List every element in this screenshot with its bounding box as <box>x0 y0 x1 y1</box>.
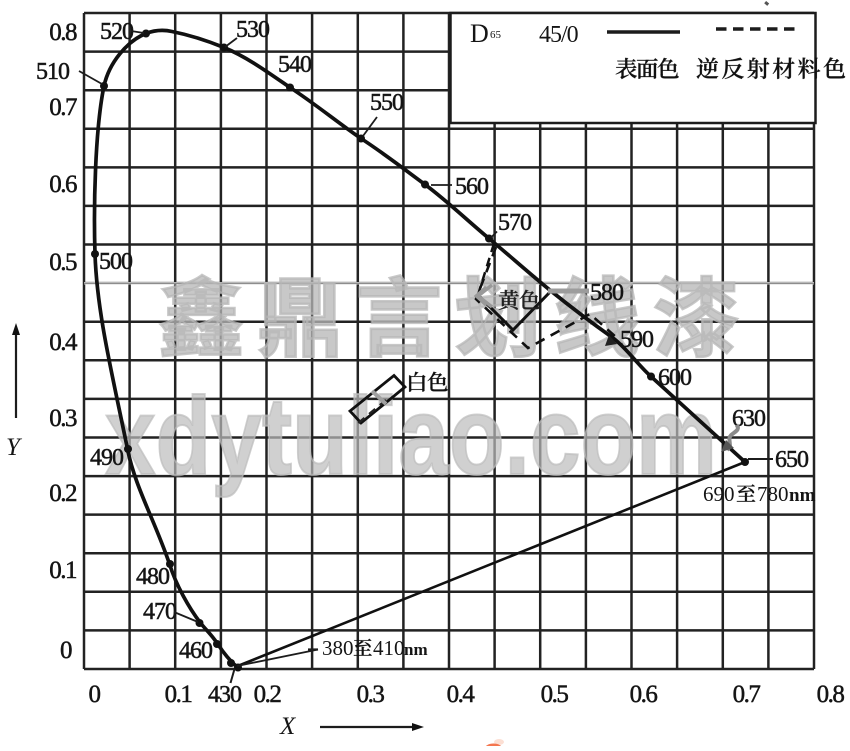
svg-text:590: 590 <box>620 327 654 353</box>
svg-text:0.6: 0.6 <box>49 171 77 198</box>
svg-text:580: 580 <box>590 280 624 306</box>
svg-text:0.3: 0.3 <box>357 681 385 708</box>
svg-text:0.8: 0.8 <box>49 19 77 46</box>
svg-text:510: 510 <box>36 59 70 85</box>
svg-text:0.6: 0.6 <box>630 681 658 708</box>
svg-text:xdytuliao.com: xdytuliao.com <box>105 375 717 498</box>
svg-text:0.4: 0.4 <box>447 681 476 708</box>
svg-text:500: 500 <box>99 249 133 275</box>
svg-text:65: 65 <box>490 29 502 41</box>
svg-text:0: 0 <box>89 681 101 708</box>
svg-text:0.2: 0.2 <box>49 480 77 507</box>
svg-text:0.1: 0.1 <box>49 557 76 584</box>
svg-text:0.1: 0.1 <box>165 681 192 708</box>
svg-text:380: 380 <box>322 636 354 660</box>
svg-text:Y: Y <box>6 434 23 461</box>
svg-text:45/0: 45/0 <box>539 22 579 48</box>
svg-text:nm: nm <box>404 640 428 659</box>
svg-text:X: X <box>279 713 297 740</box>
svg-text:0.3: 0.3 <box>49 405 77 432</box>
svg-text:690: 690 <box>703 482 735 506</box>
svg-text:560: 560 <box>455 174 489 200</box>
svg-text:430: 430 <box>208 682 242 708</box>
svg-text:0.5: 0.5 <box>49 249 77 276</box>
svg-text:480: 480 <box>136 564 170 590</box>
svg-text:0.7: 0.7 <box>733 681 761 708</box>
svg-text:650: 650 <box>775 447 809 473</box>
svg-text:490: 490 <box>90 445 124 471</box>
svg-text:0.8: 0.8 <box>817 681 845 708</box>
svg-text:0: 0 <box>60 637 72 664</box>
svg-text:nm: nm <box>789 485 816 506</box>
svg-text:520: 520 <box>100 19 134 45</box>
svg-text:530: 530 <box>236 17 270 43</box>
svg-text:0.4: 0.4 <box>49 329 78 356</box>
svg-text:D: D <box>470 19 489 48</box>
svg-text:0.5: 0.5 <box>541 681 569 708</box>
svg-text:0.7: 0.7 <box>49 94 77 121</box>
svg-text:570: 570 <box>498 210 532 236</box>
svg-text:780: 780 <box>757 482 789 506</box>
svg-text:600: 600 <box>658 365 692 391</box>
svg-text:470: 470 <box>143 599 177 625</box>
svg-text:460: 460 <box>179 638 213 664</box>
svg-text:550: 550 <box>370 90 404 116</box>
svg-text:540: 540 <box>278 52 312 78</box>
svg-text:410: 410 <box>373 636 405 660</box>
svg-text:0.2: 0.2 <box>254 681 282 708</box>
